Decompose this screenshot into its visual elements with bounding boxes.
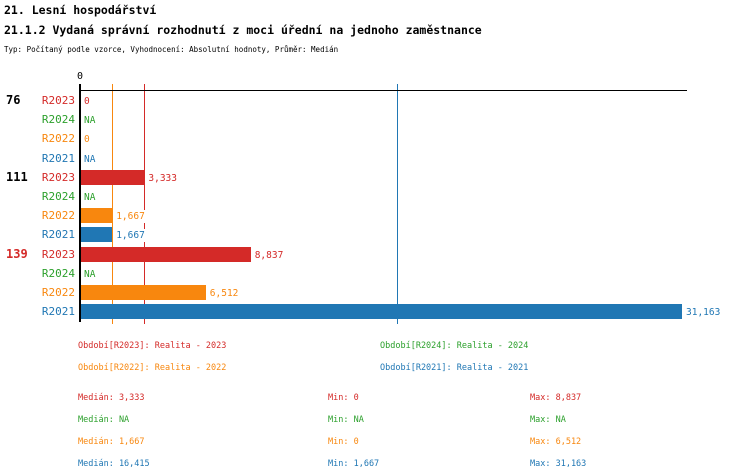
bar-value-label: NA bbox=[82, 152, 98, 166]
chart-subtitle: 21.1.2 Vydaná správní rozhodnutí z moci … bbox=[4, 23, 482, 37]
median-line-r2021 bbox=[397, 84, 399, 324]
stats-min-r2021: Min: 1,667 bbox=[328, 459, 380, 469]
legend-item-r2022: Období[R2022]: Realita - 2022 bbox=[78, 363, 227, 373]
bar-value-label: 0 bbox=[82, 95, 92, 108]
stats-median-r2021: Medián: 16,415 bbox=[78, 459, 150, 469]
stats-min-r2022: Min: 0 bbox=[328, 437, 359, 447]
bar-value-label: 6,512 bbox=[207, 287, 241, 300]
legend-item-r2021: Období[R2021]: Realita - 2021 bbox=[380, 363, 529, 373]
bar bbox=[81, 227, 113, 243]
stats-max-r2021: Max: 31,163 bbox=[530, 459, 587, 469]
bar-value-label: 0 bbox=[82, 133, 92, 147]
stats-median-r2023: Medián: 3,333 bbox=[78, 393, 145, 403]
row-label: R2022 bbox=[41, 209, 75, 223]
row-label: R2021 bbox=[41, 151, 75, 165]
stats-median-r2024: Medián: NA bbox=[78, 415, 130, 425]
stats-min-r2024: Min: NA bbox=[328, 415, 364, 425]
y-axis-line bbox=[79, 84, 81, 322]
row-label: R2024 bbox=[41, 190, 75, 203]
legend-item-r2024: Období[R2024]: Realita - 2024 bbox=[380, 341, 529, 351]
median-line-r2023 bbox=[144, 84, 146, 324]
bar bbox=[81, 169, 145, 185]
bar bbox=[81, 208, 113, 224]
row-label: R2022 bbox=[41, 132, 75, 146]
stats-max-r2024: Max: NA bbox=[530, 415, 566, 425]
row-label: R2021 bbox=[41, 305, 75, 319]
row-label: R2021 bbox=[41, 228, 75, 242]
bar-value-label: 1,667 bbox=[114, 210, 147, 224]
bar bbox=[81, 285, 206, 300]
row-label: R2024 bbox=[41, 266, 75, 280]
bar bbox=[81, 246, 251, 262]
stats-median-r2022: Medián: 1,667 bbox=[78, 437, 145, 447]
page-title: 21. Lesní hospodářství bbox=[4, 3, 157, 17]
stats-max-r2022: Max: 6,512 bbox=[530, 437, 582, 447]
bar-value-label: 1,667 bbox=[114, 229, 147, 243]
chart-meta-line: Typ: Počítaný podle vzorce, Vyhodnocení:… bbox=[4, 45, 339, 54]
bar-value-label: NA bbox=[82, 114, 98, 128]
median-line-r2022 bbox=[112, 84, 114, 324]
bar-value-label: NA bbox=[82, 191, 98, 204]
group-label: 111 bbox=[6, 169, 28, 184]
row-label: R2022 bbox=[41, 286, 75, 299]
legend-item-r2023: Období[R2023]: Realita - 2023 bbox=[78, 341, 227, 351]
bar-value-label: NA bbox=[82, 267, 98, 281]
bar-value-label: 3,333 bbox=[146, 171, 179, 185]
stats-min-r2023: Min: 0 bbox=[328, 393, 359, 403]
stats-max-r2023: Max: 8,837 bbox=[530, 393, 582, 403]
row-label: R2024 bbox=[41, 113, 75, 127]
bar bbox=[81, 304, 682, 320]
x-tick-label-0: 0 bbox=[76, 71, 84, 82]
bar-value-label: 8,837 bbox=[252, 248, 286, 262]
bar-value-label: 31,163 bbox=[684, 306, 723, 320]
row-label: R2023 bbox=[41, 94, 75, 107]
row-label: R2023 bbox=[41, 247, 75, 261]
row-label: R2023 bbox=[41, 170, 75, 184]
group-label: 76 bbox=[6, 93, 21, 107]
group-label: 139 bbox=[6, 246, 28, 261]
x-axis-line bbox=[79, 90, 687, 91]
